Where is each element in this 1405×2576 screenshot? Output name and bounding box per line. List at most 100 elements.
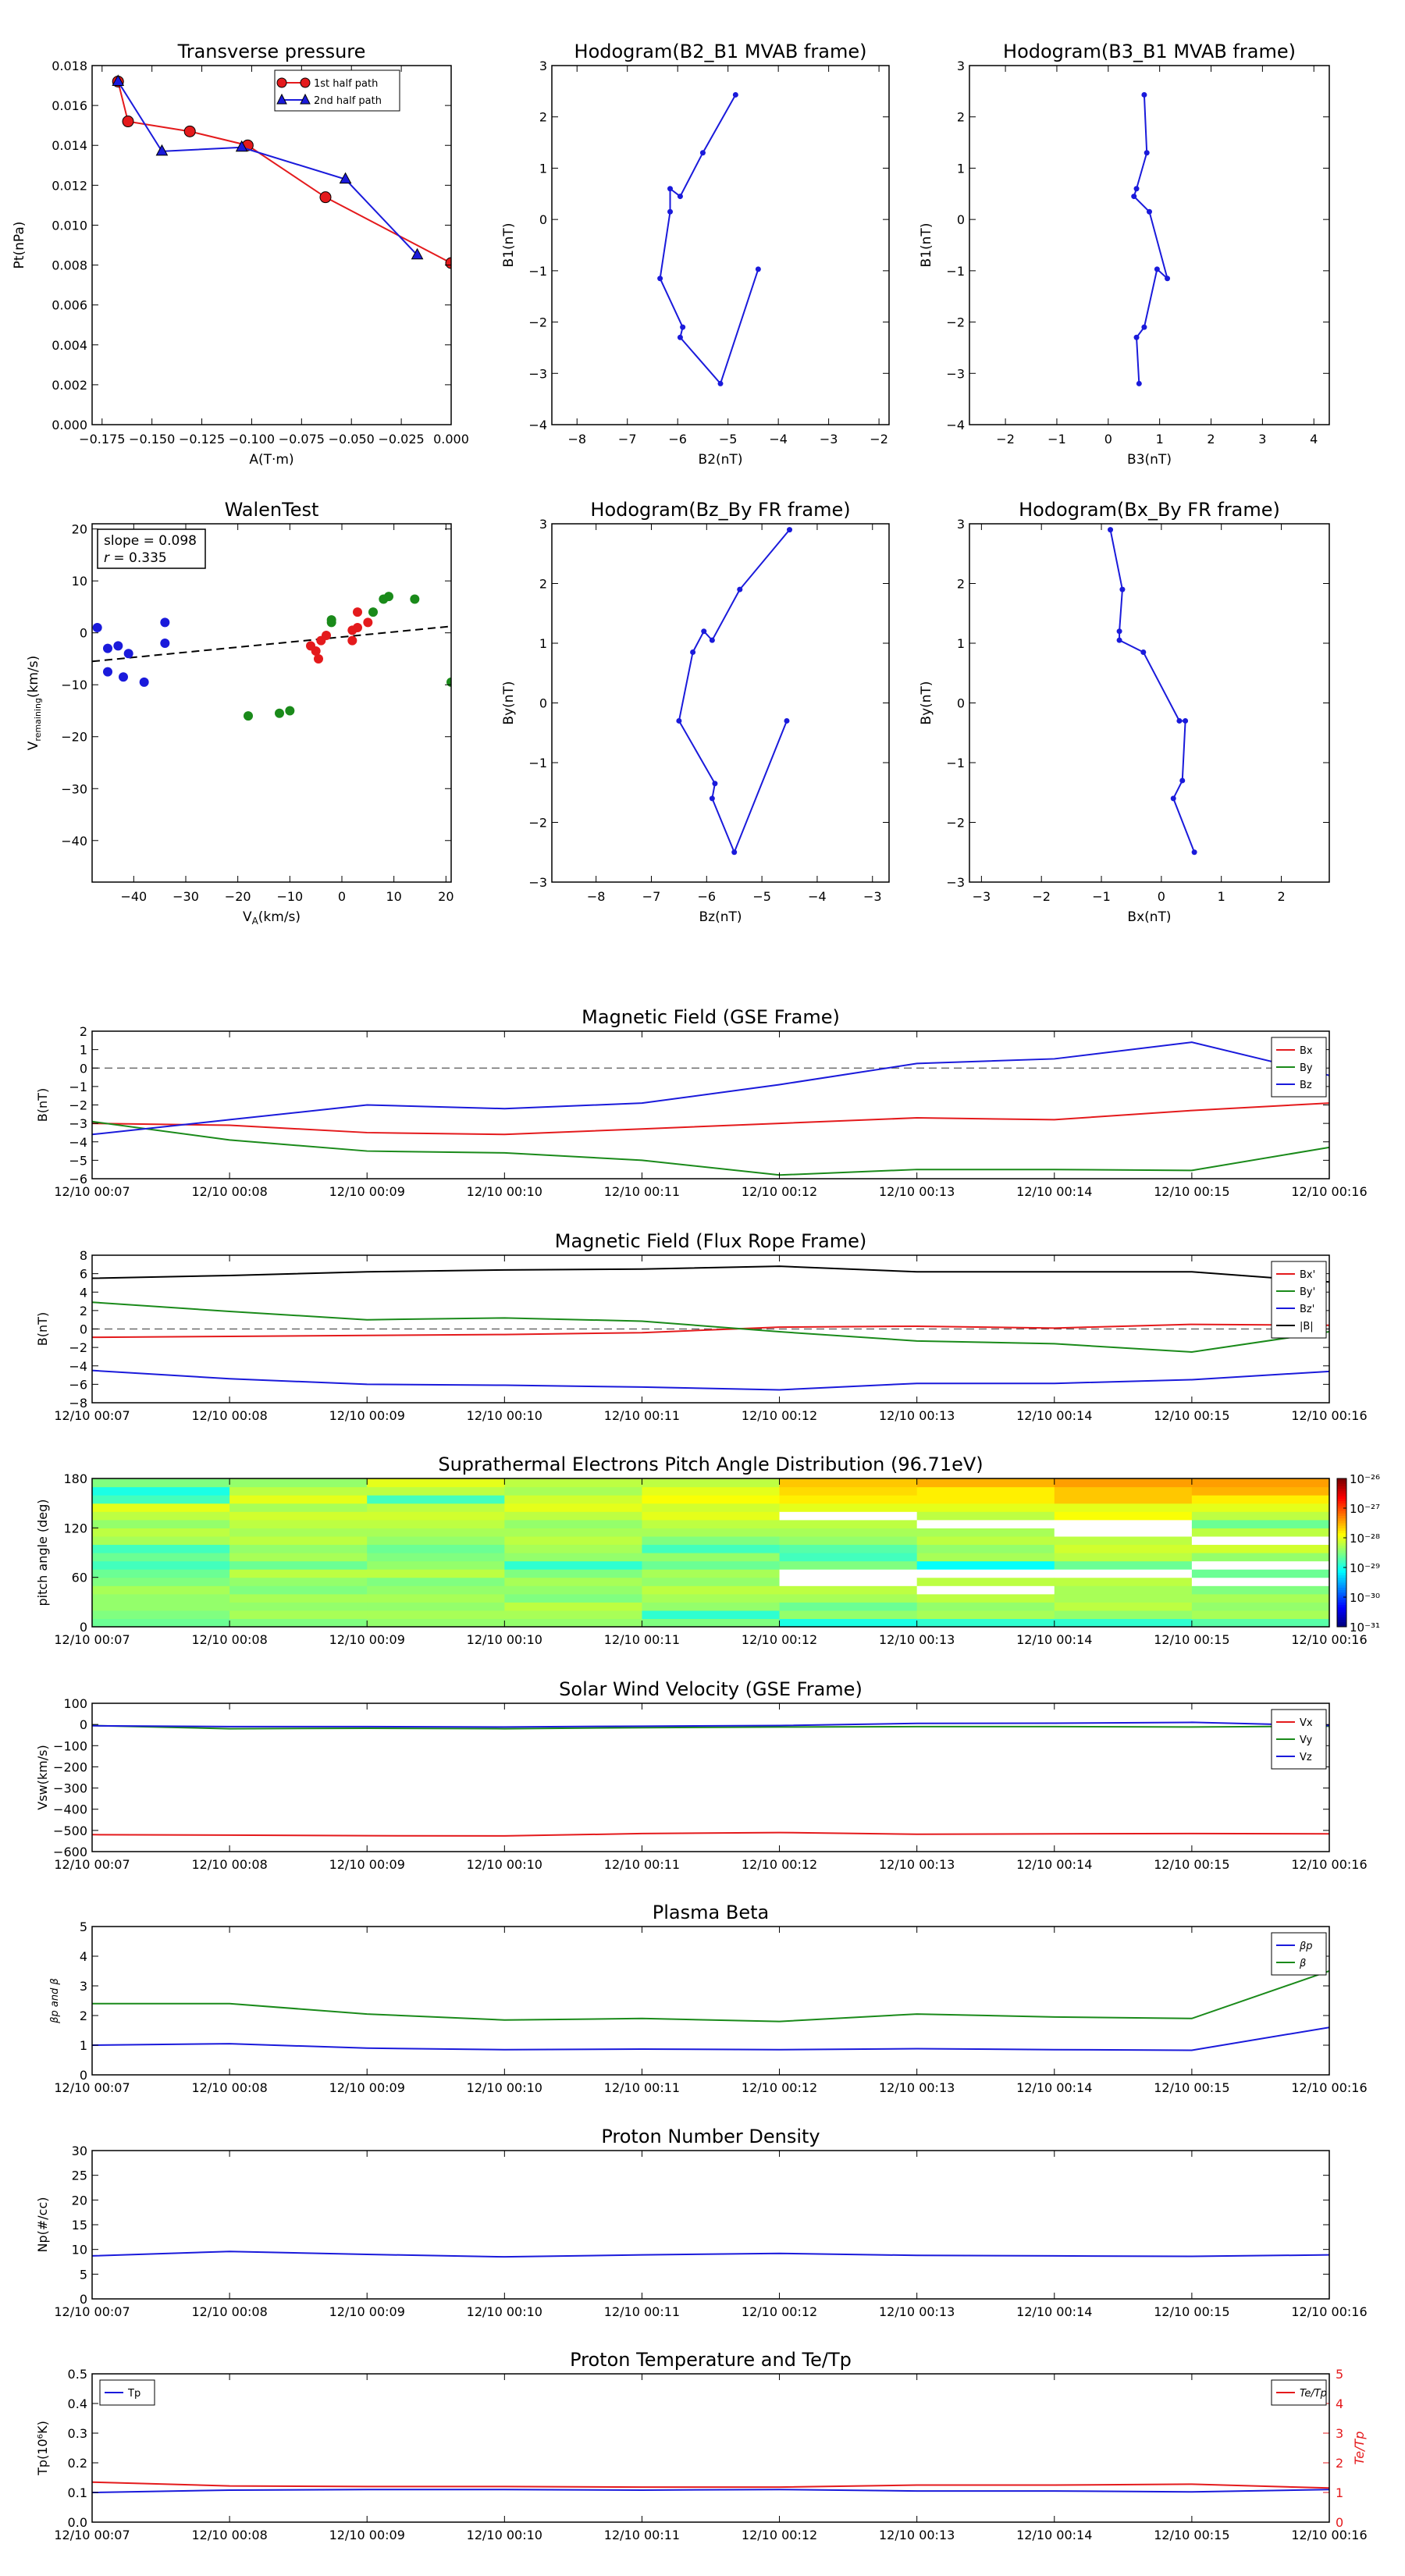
x-tick-label: −2 <box>870 432 888 447</box>
colorbar-segment <box>1337 1508 1346 1511</box>
chart-title: Proton Temperature and Te/Tp <box>570 2349 852 2371</box>
colorbar-segment <box>1337 1589 1346 1593</box>
heatmap-cell <box>642 1610 781 1620</box>
x-tick-label: 3 <box>1258 432 1266 447</box>
heatmap-cell <box>504 1544 643 1553</box>
heatmap-cell <box>367 1553 505 1562</box>
colorbar-segment <box>1337 1564 1346 1568</box>
y-tick-label: 2 <box>80 1024 87 1039</box>
heatmap-cell <box>642 1544 781 1553</box>
heatmap-cell <box>916 1503 1055 1512</box>
heatmap-cell <box>229 1478 368 1488</box>
data-point <box>1179 777 1186 784</box>
data-point <box>1154 266 1160 272</box>
plot-area <box>92 1970 1329 2051</box>
axes-frame <box>551 523 890 883</box>
y-tick-label: 0.006 <box>52 298 87 313</box>
colorbar-segment <box>1337 1619 1346 1623</box>
legend-label: Vz <box>1300 1752 1312 1763</box>
x-axis-label: Bz(nT) <box>699 909 742 925</box>
y-axis-label-sub: remaining <box>33 698 43 742</box>
y-tick-label: 0 <box>539 696 547 711</box>
x-tick-label: 12/10 00:10 <box>467 2528 542 2542</box>
colorbar-segment <box>1337 1555 1346 1558</box>
heatmap-cell <box>1191 1519 1330 1528</box>
y-tick-label: −300 <box>53 1781 87 1796</box>
colorbar-segment <box>1337 1547 1346 1551</box>
legend-box <box>274 69 400 112</box>
data-point <box>755 266 761 272</box>
y-tick-label: −2 <box>946 816 965 831</box>
heatmap-cell <box>642 1535 781 1546</box>
data-point <box>322 631 331 641</box>
heatmap-cell <box>642 1519 781 1528</box>
x-tick-label: 12/10 00:09 <box>329 1408 405 1423</box>
x-tick-label: 12/10 00:13 <box>879 2080 955 2095</box>
x-tick-label: 0.000 <box>433 432 469 447</box>
heatmap-cell <box>1191 1478 1330 1488</box>
heatmap-cell <box>504 1593 643 1603</box>
heatmap-cell <box>1191 1511 1330 1521</box>
data-point <box>717 380 724 386</box>
heatmap-cell <box>92 1610 230 1620</box>
x-tick-label: −8 <box>567 432 586 447</box>
heatmap-cell <box>367 1535 505 1546</box>
y-tick-label: 0 <box>80 1717 87 1732</box>
x-tick-label: 12/10 00:11 <box>604 2080 680 2095</box>
series-line-0 <box>92 1831 1329 1837</box>
x-tick-label: 12/10 00:11 <box>604 1857 680 1872</box>
heatmap-cell <box>504 1560 643 1570</box>
colorbar-tick-label: 10⁻³⁰ <box>1350 1591 1380 1605</box>
plot-area <box>676 527 793 856</box>
y-tick-label: −100 <box>53 1738 87 1753</box>
colorbar-segment <box>1337 1540 1346 1543</box>
y-axis-label-unit: (km/s) <box>26 656 41 698</box>
heatmap-cell <box>779 1593 918 1603</box>
x-tick-label: 12/10 00:16 <box>1291 2304 1367 2319</box>
y-axis-label: βp and β <box>49 1978 61 2024</box>
axes-frame <box>91 1478 1330 1628</box>
colorbar-segment <box>1337 1500 1346 1504</box>
y-tick-label: 0.1 <box>68 2485 87 2500</box>
annotation-slope: slope = 0.098 <box>104 533 197 549</box>
y-tick-label: 60 <box>72 1571 87 1585</box>
heatmap-cell <box>367 1495 505 1504</box>
colorbar-tick-label: 10⁻²⁹ <box>1350 1561 1380 1575</box>
heatmap-cell <box>504 1553 643 1562</box>
heatmap-cell <box>1054 1618 1193 1628</box>
colorbar-segment <box>1337 1515 1346 1519</box>
heatmap-cell <box>1054 1519 1193 1528</box>
heatmap-cell <box>1191 1618 1330 1628</box>
data-point <box>1133 186 1140 192</box>
heatmap-cell <box>779 1511 918 1521</box>
y-tick-label: 3 <box>539 59 547 73</box>
colorbar-tick-label: 10⁻²⁷ <box>1350 1502 1380 1516</box>
y-tick-label: 4 <box>80 1285 87 1300</box>
data-point <box>113 641 123 651</box>
y-tick-label-right: 0 <box>1336 2515 1343 2530</box>
axes-frame <box>91 523 452 883</box>
chart-title: Solar Wind Velocity (GSE Frame) <box>559 1678 863 1700</box>
y-tick-label: 20 <box>72 2193 87 2208</box>
heatmap-cell <box>916 1553 1055 1562</box>
heatmap-cell <box>229 1486 368 1496</box>
x-tick-label: −30 <box>173 889 199 904</box>
data-point <box>326 615 336 625</box>
y-tick-label: 2 <box>539 577 547 592</box>
data-point <box>363 617 373 628</box>
y-tick-label: 3 <box>539 517 547 532</box>
colorbar-segment <box>1337 1621 1346 1625</box>
x-tick-label: −1 <box>1048 432 1066 447</box>
y-axis-label: pitch angle (deg) <box>35 1499 50 1606</box>
colorbar-segment <box>1337 1572 1346 1575</box>
x-tick-label: 12/10 00:09 <box>329 1857 405 1872</box>
data-point <box>112 74 125 86</box>
heatmap-cell <box>779 1486 918 1496</box>
heatmap-cell <box>916 1511 1055 1521</box>
heatmap-cell <box>367 1618 505 1628</box>
y-tick-label: 0.000 <box>52 418 87 432</box>
x-tick-label: −6 <box>697 889 716 904</box>
data-point <box>709 795 715 802</box>
axes-frame <box>551 65 890 425</box>
heatmap-cell <box>504 1535 643 1546</box>
